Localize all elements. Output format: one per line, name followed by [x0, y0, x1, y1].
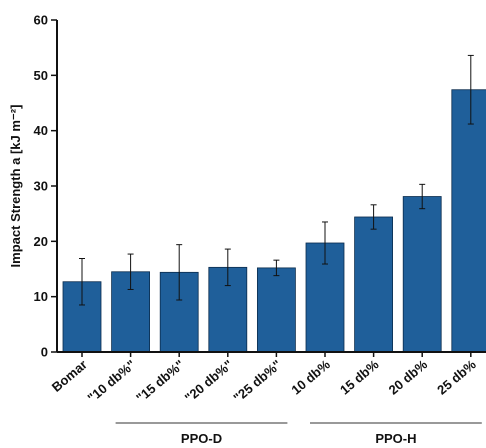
y-axis-title: Impact Strength a [kJ m⁻²]: [8, 105, 23, 268]
x-tick-label: Bomar: [49, 357, 90, 395]
bar: [354, 216, 394, 353]
y-tick-label: 10: [34, 289, 48, 304]
x-tick-label: "20 db%": [182, 357, 236, 406]
error-bar: [322, 221, 328, 265]
y-tick-label: 20: [34, 234, 48, 249]
group-bracket: PPO-H: [310, 422, 482, 446]
error-bar: [224, 248, 231, 287]
x-tick-label: "25 db%": [230, 357, 284, 406]
y-tick-label: 30: [34, 179, 48, 194]
error-bars-layer: [79, 54, 474, 306]
x-tick-label: 15 db%: [337, 357, 382, 398]
y-ticks-layer: 0 10 20 30 40 50 60: [34, 13, 57, 360]
group-label: PPO-D: [181, 431, 222, 446]
error-bar: [370, 204, 377, 230]
y-tick-label: 60: [34, 13, 48, 28]
bar: [451, 89, 486, 353]
x-ticks-layer: Bomar"10 db%""15 db%""20 db%""25 db%" 10 …: [49, 352, 479, 405]
y-tick-label: 0: [41, 345, 48, 360]
group-bracket: PPO-D: [115, 422, 288, 446]
y-tick-label: 40: [34, 123, 48, 138]
error-bar: [79, 257, 85, 306]
bar: [256, 267, 296, 353]
bars-layer: [62, 89, 486, 353]
group-label: PPO-H: [375, 431, 416, 446]
error-bar: [127, 253, 134, 290]
x-tick-label: "10 db%": [85, 357, 139, 406]
x-tick-label: 25 db%: [434, 357, 479, 398]
x-tick-label: "15 db%": [133, 357, 187, 406]
y-tick-label: 50: [34, 68, 48, 83]
bar: [402, 196, 442, 353]
group-labels-layer: PPO-D PPO-H: [115, 422, 482, 446]
error-bar: [419, 183, 426, 210]
x-tick-label: 20 db%: [386, 357, 431, 398]
error-bar: [273, 259, 280, 277]
error-bar: [176, 244, 183, 301]
error-bar: [467, 54, 474, 125]
x-tick-label: 10 db%: [288, 357, 333, 398]
